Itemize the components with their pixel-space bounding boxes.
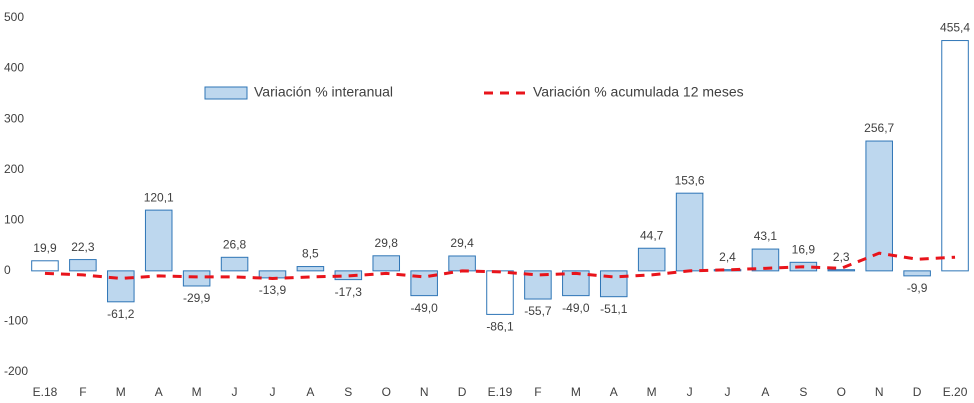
x-tick-label: J xyxy=(687,385,693,399)
value-label: 120,1 xyxy=(144,190,174,204)
value-label: 8,5 xyxy=(302,247,319,261)
value-label: 29,8 xyxy=(375,236,399,250)
y-tick-label: 100 xyxy=(4,212,24,226)
y-tick-label: 500 xyxy=(4,10,24,24)
value-label: -51,1 xyxy=(600,302,628,316)
x-tick-label: M xyxy=(116,385,126,399)
bar xyxy=(144,209,173,272)
legend-swatch xyxy=(204,86,248,100)
x-tick-label: O xyxy=(382,385,391,399)
bar xyxy=(675,192,704,272)
value-label: 26,8 xyxy=(223,237,247,251)
x-tick-label: A xyxy=(761,385,769,399)
value-label: 29,4 xyxy=(450,236,474,250)
value-label: -17,3 xyxy=(335,285,363,299)
bar xyxy=(258,270,287,279)
y-tick-label: 300 xyxy=(4,111,24,125)
value-label: -49,0 xyxy=(410,301,438,315)
x-tick-label: D xyxy=(913,385,922,399)
value-label: 2,3 xyxy=(833,250,850,264)
bar xyxy=(941,40,969,272)
value-label: -55,7 xyxy=(524,304,552,318)
value-label: 16,9 xyxy=(792,242,816,256)
value-label: -86,1 xyxy=(486,320,514,334)
x-tick-label: E.20 xyxy=(943,385,968,399)
x-tick-label: J xyxy=(269,385,275,399)
value-label: 43,1 xyxy=(754,229,778,243)
x-tick-label: F xyxy=(534,385,541,399)
value-label: -61,2 xyxy=(107,307,135,321)
legend: Variación % interanual Variación % acumul… xyxy=(204,84,744,100)
x-tick-label: M xyxy=(571,385,581,399)
bar xyxy=(713,269,742,272)
bar xyxy=(637,247,666,272)
x-tick-label: E.18 xyxy=(33,385,58,399)
value-label: 455,4 xyxy=(940,21,970,35)
bar xyxy=(562,270,590,297)
value-label: 2,4 xyxy=(719,250,736,264)
x-tick-label: A xyxy=(306,385,314,399)
y-tick-label: -100 xyxy=(4,314,28,328)
x-tick-label: A xyxy=(155,385,163,399)
bar xyxy=(372,255,401,272)
value-label: 19,9 xyxy=(33,241,57,255)
bar xyxy=(69,259,97,272)
x-tick-label: D xyxy=(458,385,467,399)
x-tick-label: O xyxy=(837,385,846,399)
value-label: 22,3 xyxy=(71,240,95,254)
x-tick-label: S xyxy=(344,385,352,399)
y-tick-label: 0 xyxy=(4,263,11,277)
bar xyxy=(865,140,893,272)
bar xyxy=(31,260,59,272)
y-tick-label: 400 xyxy=(4,61,24,75)
x-tick-label: J xyxy=(232,385,238,399)
bar xyxy=(107,270,135,303)
legend-label: Variación % interanual xyxy=(254,84,393,100)
x-tick-label: N xyxy=(875,385,884,399)
x-tick-label: M xyxy=(647,385,657,399)
x-tick-label: M xyxy=(192,385,202,399)
y-tick-label: -200 xyxy=(4,364,28,378)
bar xyxy=(827,269,856,272)
bar xyxy=(486,270,514,315)
value-label: -13,9 xyxy=(259,283,287,297)
value-label: 256,7 xyxy=(864,121,894,135)
bar xyxy=(448,255,476,272)
bar xyxy=(903,270,931,277)
bar xyxy=(751,248,780,272)
x-tick-label: N xyxy=(420,385,429,399)
value-label: 44,7 xyxy=(640,228,664,242)
x-tick-label: J xyxy=(725,385,731,399)
y-tick-label: 200 xyxy=(4,162,24,176)
value-label: 153,6 xyxy=(675,173,705,187)
x-tick-label: F xyxy=(79,385,86,399)
bar xyxy=(296,266,325,272)
x-tick-label: A xyxy=(610,385,618,399)
value-label: -29,9 xyxy=(183,291,211,305)
bar xyxy=(220,256,249,272)
line xyxy=(44,251,956,280)
value-label: -49,0 xyxy=(562,301,590,315)
x-tick-label: E.19 xyxy=(488,385,513,399)
value-label: -9,9 xyxy=(907,281,928,295)
x-tick-label: S xyxy=(799,385,807,399)
legend-label: Variación % acumulada 12 meses xyxy=(533,84,744,100)
